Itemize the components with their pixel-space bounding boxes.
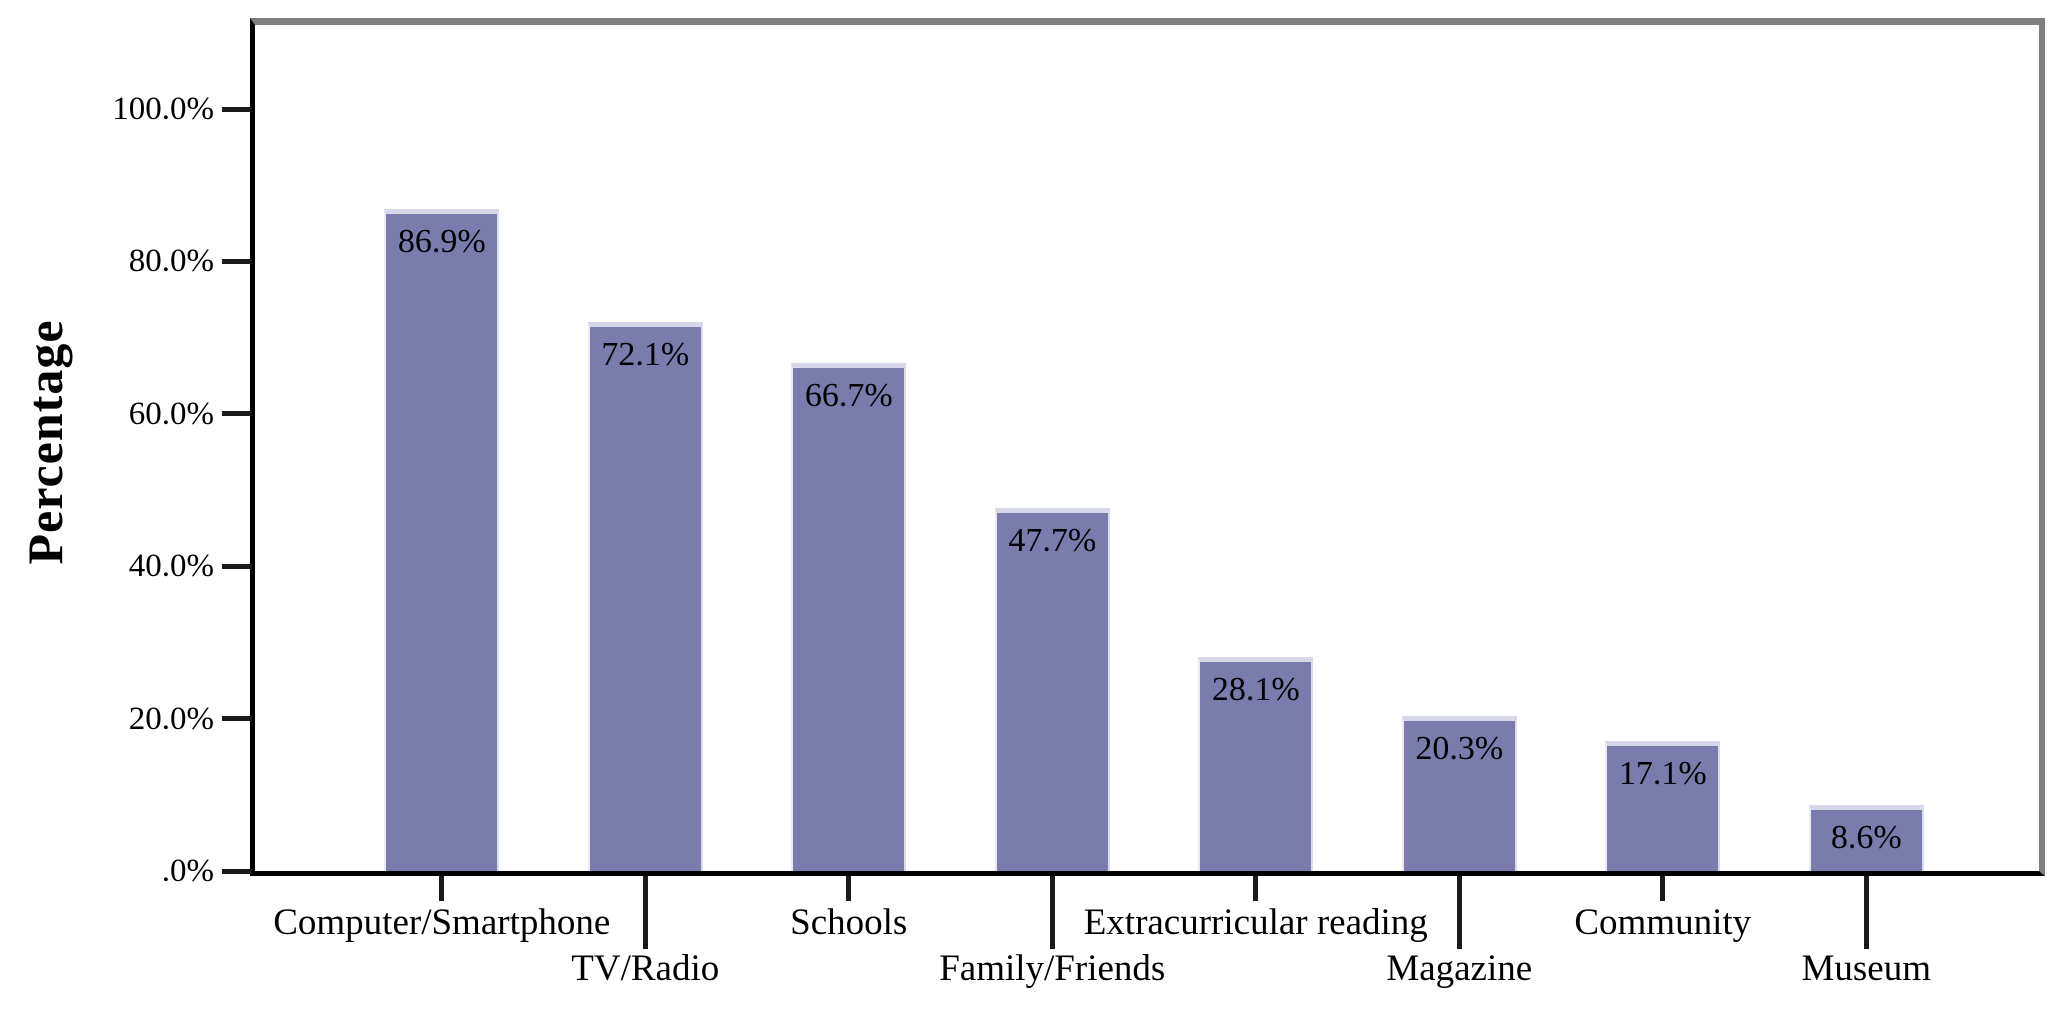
y-tick-label: 100.0% — [112, 91, 214, 127]
bar: 66.7% — [791, 362, 907, 871]
y-tick-label: 60.0% — [128, 395, 214, 432]
x-tick-mark — [846, 876, 852, 901]
bar-value-label: 17.1% — [1618, 754, 1707, 792]
bar-value-label: 47.7% — [1008, 521, 1097, 559]
y-tick-mark — [222, 563, 252, 569]
x-category-label: Schools — [790, 902, 908, 943]
bar-value-label: 28.1% — [1211, 670, 1300, 708]
x-category-label: TV/Radio — [571, 948, 720, 989]
x-category-label: Museum — [1801, 948, 1932, 989]
bar: 86.9% — [384, 208, 500, 871]
plot-area: 86.9% 72.1% 66.7% 47.7% 28.1% 20.3% 17.1% 8.6% — [250, 18, 2045, 876]
x-category-label: Family/Friends — [939, 948, 1166, 989]
bar-value-label: 72.1% — [601, 335, 690, 373]
bar: 20.3% — [1401, 716, 1517, 871]
x-category-label: Community — [1574, 902, 1752, 943]
y-tick-mark — [222, 258, 252, 264]
y-tick-mark — [222, 716, 252, 722]
bar: 47.7% — [994, 507, 1110, 871]
x-tick-mark — [1049, 876, 1055, 949]
bar: 72.1% — [587, 321, 703, 871]
x-tick-mark — [1456, 876, 1462, 949]
x-tick-mark — [642, 876, 648, 949]
x-category-label: Extracurricular reading — [1083, 902, 1428, 943]
x-tick-mark — [1863, 876, 1869, 949]
bar-value-label: 8.6% — [1830, 819, 1902, 857]
y-axis-title: Percentage — [17, 319, 73, 565]
y-tick-label: 80.0% — [128, 243, 214, 280]
y-tick-label: 40.0% — [128, 548, 214, 585]
bar-value-label: 86.9% — [397, 222, 486, 260]
y-tick-mark — [222, 868, 252, 874]
x-tick-mark — [1660, 876, 1666, 901]
x-category-label: Magazine — [1386, 948, 1533, 989]
bar-value-label: 66.7% — [804, 376, 893, 414]
x-category-label: Computer/Smartphone — [273, 902, 611, 943]
x-tick-mark — [439, 876, 445, 901]
bar-value-label: 20.3% — [1415, 730, 1504, 768]
bar: 28.1% — [1198, 656, 1314, 871]
y-tick-label: 20.0% — [128, 700, 214, 737]
bar: 8.6% — [1808, 805, 1924, 871]
bar: 17.1% — [1605, 740, 1721, 871]
x-tick-mark — [1253, 876, 1259, 901]
y-tick-label: .0% — [161, 853, 214, 889]
y-tick-mark — [222, 106, 252, 112]
y-tick-mark — [222, 411, 252, 417]
